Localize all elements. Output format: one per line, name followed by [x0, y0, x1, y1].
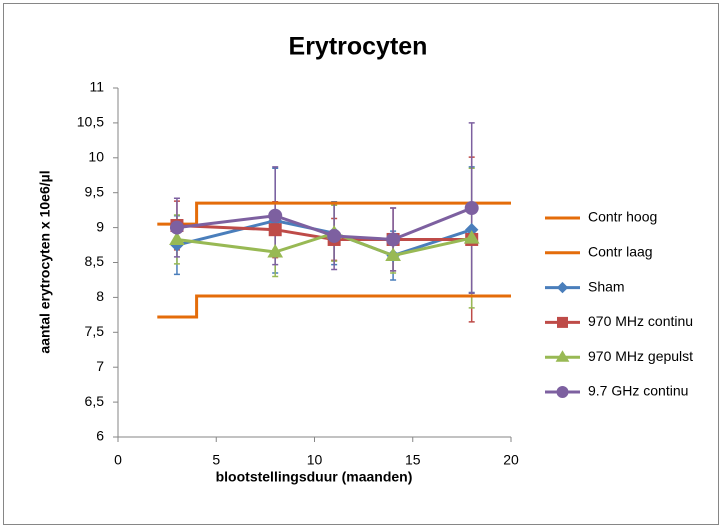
marker [268, 223, 282, 237]
y-tick-label: 10,5 [77, 114, 104, 130]
legend-marker [556, 281, 569, 294]
legend-label: Contr laag [588, 244, 653, 260]
legend-label: 9.7 GHz continu [588, 383, 688, 399]
y-tick-label: 9,5 [85, 183, 105, 199]
marker [169, 220, 184, 235]
chart-border [3, 3, 719, 525]
x-tick-label: 10 [307, 452, 323, 468]
y-tick-label: 11 [89, 79, 104, 95]
marker [267, 244, 284, 258]
legend-marker [556, 386, 569, 398]
legend-label: Sham [588, 278, 625, 294]
series-line [157, 294, 511, 319]
x-tick-label: 0 [114, 452, 122, 468]
chart-title: Erytrocyten [289, 33, 428, 61]
y-tick-label: 8 [96, 288, 104, 304]
y-tick-label: 8,5 [85, 253, 105, 269]
y-tick-label: 7 [96, 358, 104, 374]
y-tick-label: 10 [88, 149, 104, 165]
y-tick-label: 6,5 [85, 393, 105, 409]
y-tick-label: 6 [96, 428, 104, 444]
legend-label: Contr hoog [588, 209, 657, 225]
y-tick-label: 7,5 [85, 323, 105, 339]
marker [169, 231, 185, 245]
legend-label: 970 MHz continu [588, 313, 693, 329]
x-axis-title: blootstellingsduur (maanden) [216, 469, 413, 485]
marker [268, 208, 283, 223]
legend-marker [557, 316, 568, 328]
x-tick-label: 15 [405, 452, 421, 468]
marker [385, 247, 401, 262]
legend-label: 970 MHz gepulst [588, 348, 693, 364]
legend-marker [555, 350, 570, 362]
x-tick-label: 5 [212, 452, 220, 468]
marker [386, 232, 401, 247]
marker [463, 230, 480, 244]
y-axis-title: aantal erytrocyten x 10e6/µl [37, 170, 53, 353]
marker [464, 201, 479, 216]
marker [327, 228, 342, 243]
y-tick-label: 9 [96, 218, 104, 234]
x-tick-label: 20 [503, 452, 519, 468]
